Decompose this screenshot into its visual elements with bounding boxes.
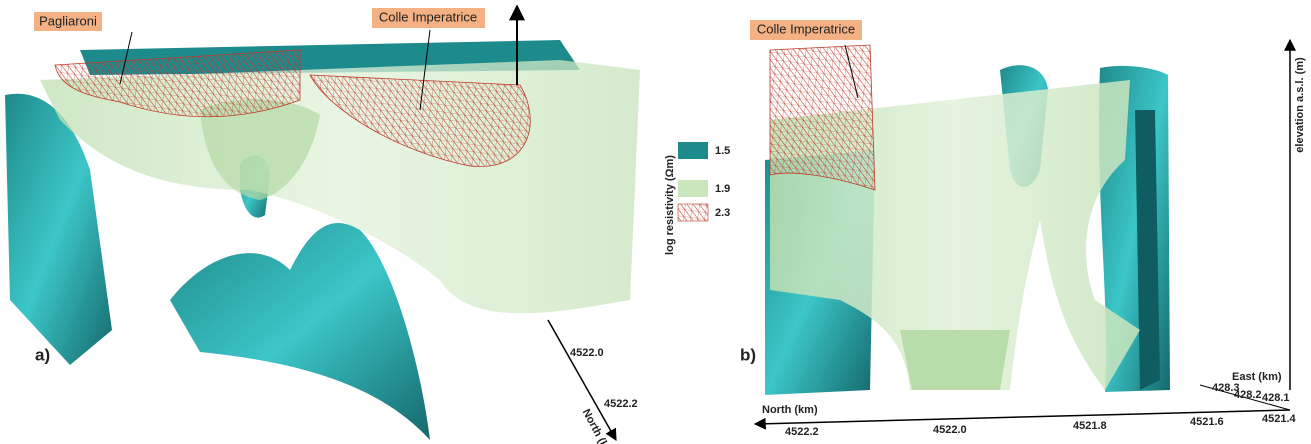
panel-b-render bbox=[755, 40, 1290, 424]
axis-title: elevation a.s.l. (m) bbox=[1294, 57, 1306, 153]
tick-label: 4521.8 bbox=[1073, 420, 1107, 432]
annotation: Pagliaroni bbox=[39, 13, 97, 28]
axis-title: North (km) bbox=[762, 404, 818, 416]
tick-label: 4522.0 bbox=[570, 347, 604, 359]
legend-swatch bbox=[678, 142, 708, 159]
annotation: Colle Imperatrice bbox=[757, 21, 855, 36]
tick-label: 4521.6 bbox=[1190, 416, 1224, 428]
panel-label: a) bbox=[35, 345, 50, 364]
legend-swatch bbox=[678, 204, 708, 221]
legend-label: 1.5 bbox=[715, 145, 730, 157]
panel-a-render bbox=[5, 6, 640, 440]
tick-label: 4522.2 bbox=[785, 426, 819, 438]
tick-label: 4522.2 bbox=[604, 398, 638, 410]
tick-label: 4522.0 bbox=[933, 424, 967, 436]
tick-label: 428.2 bbox=[1234, 389, 1262, 401]
tick-label: 4521.4 bbox=[1262, 413, 1297, 425]
legend-label: 2.3 bbox=[715, 207, 730, 219]
annotation: Colle Imperatrice bbox=[379, 9, 477, 24]
axis-title: North (km) bbox=[580, 407, 617, 444]
legend-label: 1.9 bbox=[715, 183, 730, 195]
legend-title: log resistivity (Ωm) bbox=[664, 155, 676, 255]
legend-swatch bbox=[678, 180, 708, 197]
panel-label: b) bbox=[740, 345, 756, 364]
tick-label: 428.1 bbox=[1262, 392, 1290, 404]
figure: Pagliaroni Colle Imperatrice a) 4522.0 4… bbox=[0, 0, 1311, 444]
